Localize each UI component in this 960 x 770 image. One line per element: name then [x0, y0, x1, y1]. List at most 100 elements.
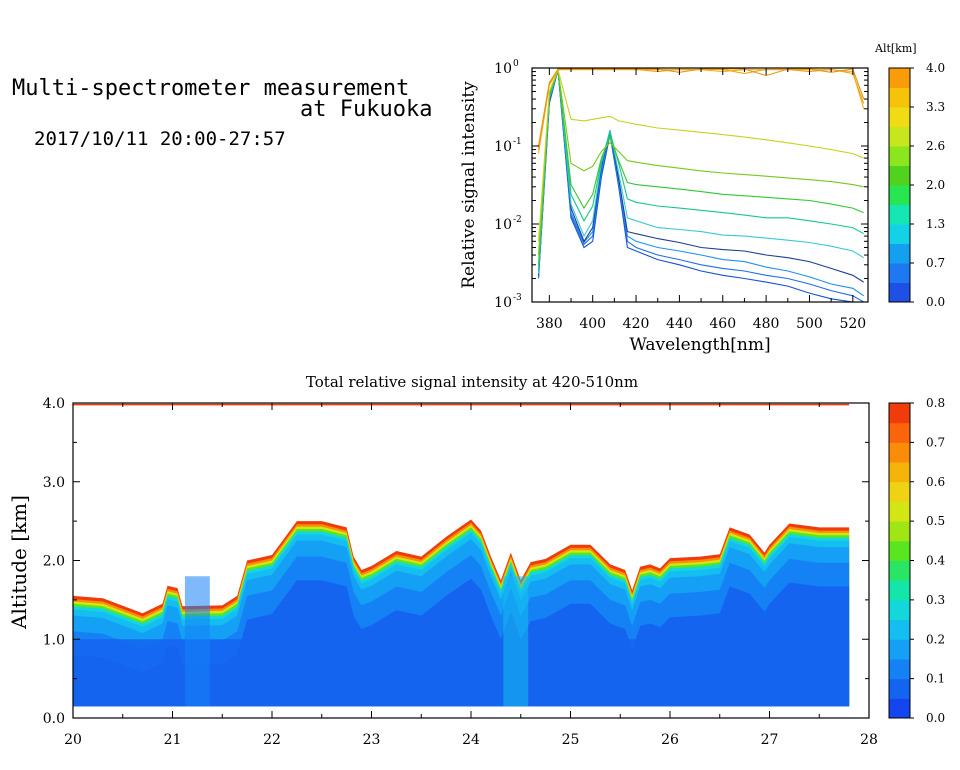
- heatmap-y-axis-label: Altitude [km]: [7, 495, 31, 630]
- spectrum-x-tick-label: 500: [796, 316, 823, 332]
- spectrum-y-tick-label: 10: [494, 217, 512, 233]
- intensity-colorbar-cell: [889, 658, 910, 680]
- altitude-colorbar: 0.0 0.7 1.3 2.0 2.6 3.3 4.0: [888, 61, 945, 309]
- heatmap-x-tick-label: 24: [462, 732, 480, 748]
- intensity-colorbar-cell: [889, 501, 910, 522]
- altitude-colorbar-cell: [889, 68, 910, 88]
- intensity-colorbar-cell: [889, 442, 910, 463]
- heatmap-x-tick-label: 26: [661, 732, 679, 748]
- spectrum-x-tick-label: 520: [839, 316, 866, 332]
- spectrum-x-tick-label: 440: [666, 316, 693, 332]
- spectrum-x-axis-label: Wavelength[nm]: [629, 335, 770, 355]
- spectrum-series-11: [537, 68, 865, 147]
- intensity-colorbar-cell: [889, 521, 910, 542]
- heatmap-x-tick-label: 28: [860, 732, 878, 748]
- altitude-colorbar-tick-label: 4.0: [926, 61, 945, 75]
- spectrum-x-tick-label: 380: [536, 316, 563, 332]
- intensity-colorbar: 0.0 0.1 0.2 0.3 0.4 0.5 0.6 0.7 0.8: [888, 396, 945, 725]
- altitude-colorbar-tick-label: 1.3: [926, 217, 945, 231]
- spectrum-y-tick-label: 10: [494, 295, 512, 311]
- intensity-colorbar-tick-label: 0.2: [926, 632, 945, 646]
- spectrum-series-1: [537, 69, 864, 302]
- spectrum-x-tick-label: 400: [579, 316, 606, 332]
- spectrum-series-2: [537, 69, 865, 297]
- intensity-colorbar-cell: [889, 422, 910, 443]
- heatmap-x-tick-label: 25: [562, 732, 580, 748]
- main-title-location: at Fukuoka: [300, 97, 433, 122]
- intensity-colorbar-cell: [889, 580, 910, 601]
- spectrum-series-7: [537, 69, 864, 256]
- altitude-colorbar-tick-label: 2.0: [926, 178, 945, 192]
- intensity-colorbar-cell: [889, 678, 910, 699]
- heatmap-x-tick-label: 27: [761, 732, 779, 748]
- spectrum-y-axis-label: Relative signal intensity: [459, 81, 479, 289]
- heatmap-x-tick-label: 23: [363, 732, 381, 748]
- altitude-colorbar-cell: [889, 126, 910, 147]
- heatmap-dip-1: [184, 576, 210, 707]
- spectrum-series-8: [537, 68, 864, 242]
- spectrum-series-6: [537, 69, 864, 265]
- intensity-colorbar-cell: [889, 619, 910, 640]
- altitude-colorbar-cell: [889, 165, 910, 186]
- heatmap-y-tick-label: 2.0: [43, 554, 65, 570]
- intensity-colorbar-cell: [889, 481, 910, 502]
- altitude-colorbar-cell: [889, 204, 910, 225]
- heatmap-x-tick-label: 20: [64, 732, 82, 748]
- altitude-colorbar-tick-label: 0.0: [926, 295, 945, 309]
- intensity-colorbar-tick-label: 0.8: [926, 396, 945, 410]
- spectrum-y-tick-label: 10: [494, 61, 512, 77]
- intensity-colorbar-cell: [889, 403, 910, 424]
- altitude-colorbar-tick-label: 3.3: [926, 100, 945, 114]
- heatmap-title: Total relative signal intensity at 420-5…: [306, 373, 638, 391]
- spectrum-series-5: [537, 69, 864, 272]
- spectrum-series-3: [537, 69, 864, 283]
- altitude-colorbar-cell: [889, 282, 910, 303]
- heatmap-y-tick-label: 3.0: [43, 475, 65, 491]
- intensity-colorbar-cell: [889, 599, 910, 621]
- spectrum-x-tick-label: 460: [709, 316, 736, 332]
- date-range: 2017/10/11 20:00-27:57: [34, 128, 286, 150]
- intensity-colorbar-tick-label: 0.1: [926, 672, 945, 686]
- spectrum-series-group: [537, 68, 865, 302]
- spectrum-y-tick-exponent: -1: [513, 137, 522, 147]
- heatmap-y-tick-label: 1.0: [43, 632, 65, 648]
- intensity-colorbar-cell: [889, 560, 910, 581]
- main-title: Multi-spectrometer measurement: [12, 76, 410, 101]
- spectrum-y-tick-exponent: -2: [513, 215, 522, 225]
- spectrum-series-9: [537, 69, 865, 154]
- intensity-colorbar-cell: [889, 462, 910, 483]
- heatmap-contour-layers: [73, 403, 850, 707]
- heatmap-x-tick-label: 22: [263, 732, 281, 748]
- altitude-colorbar-cell: [889, 146, 910, 166]
- spectrum-x-tick-label: 420: [623, 316, 650, 332]
- spectrum-y-tick-exponent: 0: [513, 59, 519, 69]
- spectrum-series-4: [537, 69, 864, 274]
- spectrum-y-tick-exponent: -3: [513, 293, 522, 303]
- altitude-colorbar-cell: [889, 185, 910, 205]
- intensity-colorbar-tick-label: 0.3: [926, 593, 945, 607]
- intensity-colorbar-cell: [889, 698, 910, 719]
- altitude-colorbar-cell: [889, 87, 910, 108]
- altitude-colorbar-cell: [889, 107, 910, 127]
- spectrum-series-0: [537, 69, 864, 302]
- altitude-colorbar-cell: [889, 243, 910, 264]
- intensity-colorbar-tick-label: 0.5: [926, 514, 945, 528]
- altitude-colorbar-tick-label: 0.7: [926, 256, 945, 270]
- intensity-colorbar-tick-label: 0.4: [926, 554, 945, 568]
- intensity-colorbar-tick-label: 0.0: [926, 711, 945, 725]
- heatmap-y-tick-label: 0.0: [43, 711, 65, 727]
- intensity-colorbar-tick-label: 0.6: [926, 475, 945, 489]
- heatmap-x-tick-label: 21: [164, 732, 182, 748]
- heatmap-dip-0: [503, 576, 529, 707]
- spectrum-series-10: [537, 68, 865, 150]
- altitude-colorbar-tick-label: 2.6: [926, 139, 945, 153]
- heatmap-axis-ticks: 20 21 22 23 24 25 26 27 28 0.0 1.0 2.0 3.0 4.0: [43, 396, 878, 748]
- spectrum-x-tick-label: 480: [753, 316, 780, 332]
- altitude-colorbar-cell: [889, 224, 910, 244]
- altitude-time-heatmap: Total relative signal intensity at 420-5…: [7, 373, 945, 748]
- spectrum-y-tick-label: 10: [494, 139, 512, 155]
- intensity-colorbar-cell: [889, 540, 910, 561]
